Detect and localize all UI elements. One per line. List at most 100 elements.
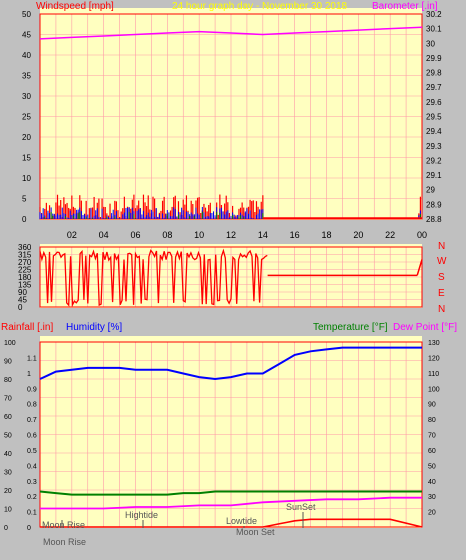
- temperature-tick-label: 30: [428, 494, 436, 501]
- temperature-tick-label: 60: [428, 448, 436, 455]
- barometer-tick-label: 29.3: [426, 142, 442, 151]
- barometer-tick-label: 29.7: [426, 83, 442, 92]
- humidity-tick-label: 60: [4, 414, 12, 421]
- humidity-tick-label: 50: [4, 433, 12, 440]
- humidity-line: [39, 346, 422, 381]
- sunset-label: SunSet: [286, 502, 316, 512]
- rainfall-tick-label: 1: [27, 371, 31, 378]
- barometer-tick-label: 29.1: [426, 171, 442, 180]
- barometer-tick-label: 30.1: [426, 25, 442, 34]
- temperature-tick-label: 130: [428, 340, 440, 347]
- x-tick-label: 04: [99, 230, 109, 240]
- windspeed-tick-label: 20: [22, 133, 31, 142]
- compass-s: S: [438, 272, 445, 283]
- direction-tick-label: 360: [18, 243, 32, 252]
- x-tick-label: 16: [290, 230, 300, 240]
- windspeed-tick-label: 45: [22, 31, 31, 40]
- direction-tick-label: 0: [18, 303, 23, 312]
- rainfall-tick-label: 0.5: [27, 448, 37, 455]
- rainfall-tick-label: 0.6: [27, 433, 37, 440]
- compass-w: W: [437, 256, 447, 267]
- barometer-tick-label: 29.9: [426, 54, 442, 63]
- compass-n-top: N: [438, 241, 445, 252]
- rainfall-tick-label: 0.4: [27, 463, 37, 470]
- direction-tick-label: 315: [18, 251, 32, 260]
- direction-tick-label: 270: [18, 258, 32, 267]
- x-tick-label: 22: [385, 230, 395, 240]
- temperature-axis-label: Temperature [°F]: [313, 322, 388, 333]
- chart-title: 24 hour graph day - November 30 2018: [172, 1, 348, 12]
- rainfall-tick-label: 0.3: [27, 479, 37, 486]
- humidity-tick-label: 100: [4, 340, 16, 347]
- rainfall-axis-label: Rainfall [.in]: [1, 322, 53, 333]
- windspeed-tick-label: 0: [22, 215, 27, 224]
- x-tick-label: 10: [194, 230, 204, 240]
- temperature-tick-label: 70: [428, 433, 436, 440]
- barometer-tick-label: 29.5: [426, 113, 442, 122]
- temperature-tick-label: 90: [428, 402, 436, 409]
- humidity-tick-label: 0: [4, 525, 8, 532]
- rainfall-tick-label: 0: [27, 525, 31, 532]
- temperature-tick-label: 120: [428, 355, 440, 362]
- temperature-tick-label: 100: [428, 386, 440, 393]
- axes: 02 04 06 08 10 12 14 16 18 20 22 000510152025303540…: [4, 10, 442, 532]
- moon-set-label: Moon Set: [236, 527, 275, 537]
- x-tick-label: 12: [226, 230, 236, 240]
- barometer-tick-label: 28.8: [426, 215, 442, 224]
- dewpoint-axis-label: Dew Point [°F]: [393, 322, 457, 333]
- humidity-axis-label: Humidity [%]: [66, 322, 122, 333]
- top-grid: [39, 13, 423, 220]
- moon-rise-axis-label: Moon Rise: [43, 537, 86, 547]
- windspeed-tick-label: 30: [22, 92, 31, 101]
- x-tick-label: 02: [67, 230, 77, 240]
- barometer-tick-label: 29: [426, 186, 435, 195]
- windspeed-tick-label: 40: [22, 51, 31, 60]
- barometer-tick-label: 29.2: [426, 156, 442, 165]
- rainfall-tick-label: 0.1: [27, 510, 37, 517]
- barometer-tick-label: 29.8: [426, 69, 442, 78]
- hightide-label: Hightide: [125, 510, 158, 520]
- direction-tick-label: 225: [18, 266, 32, 275]
- direction-tick-label: 90: [18, 288, 27, 297]
- windspeed-axis-label: Windspeed [mph]: [36, 1, 114, 12]
- humidity-tick-label: 70: [4, 396, 12, 403]
- humidity-tick-label: 40: [4, 451, 12, 458]
- direction-tick-label: 180: [18, 273, 32, 282]
- compass-n-bottom: N: [438, 304, 445, 315]
- windspeed-tick-label: 5: [22, 195, 27, 204]
- moon-rise-label: Moon Rise: [42, 520, 85, 530]
- humidity-tick-label: 90: [4, 359, 12, 366]
- barometer-line: [39, 26, 423, 40]
- rainfall-line: [40, 518, 423, 528]
- temperature-tick-label: 20: [428, 510, 436, 517]
- windspeed-tick-label: 15: [22, 154, 31, 163]
- temperature-tick-label: 40: [428, 479, 436, 486]
- wind-direction-end: [416, 259, 423, 276]
- x-tick-label: 20: [353, 230, 363, 240]
- barometer-axis-label: Barometer [.in]: [372, 1, 438, 12]
- humidity-tick-label: 20: [4, 488, 12, 495]
- rainfall-tick-label: 0.2: [27, 494, 37, 501]
- series: [39, 26, 423, 528]
- x-tick-label: 14: [258, 230, 268, 240]
- temperature-tick-label: 110: [428, 371, 439, 378]
- direction-plot-frame: [39, 246, 423, 308]
- windspeed-tick-label: 50: [22, 10, 31, 19]
- rainfall-tick-label: 1.1: [27, 355, 37, 362]
- x-tick-label: 00: [417, 230, 427, 240]
- windspeed-tick-label: 25: [22, 113, 31, 122]
- barometer-tick-label: 30: [426, 39, 435, 48]
- compass-e: E: [438, 288, 445, 299]
- barometer-tick-label: 28.9: [426, 200, 442, 209]
- lowtide-label: Lowtide: [226, 516, 257, 526]
- wind-direction-line: [39, 248, 268, 308]
- direction-tick-label: 135: [18, 281, 32, 290]
- x-tick-label: 18: [322, 230, 332, 240]
- barometer-tick-label: 29.6: [426, 98, 442, 107]
- humidity-tick-label: 80: [4, 377, 12, 384]
- windspeed-tick-label: 10: [22, 174, 31, 183]
- windspeed-tick-label: 35: [22, 72, 31, 81]
- rainfall-tick-label: 0.7: [27, 417, 37, 424]
- x-tick-label: 06: [131, 230, 141, 240]
